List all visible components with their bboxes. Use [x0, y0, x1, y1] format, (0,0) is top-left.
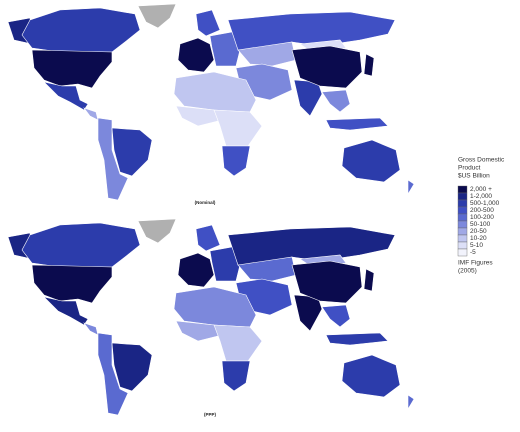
legend-label: 1-2,000 [470, 193, 492, 200]
map-nominal: (Nominal) [7, 3, 415, 205]
country [321, 89, 351, 113]
country [83, 322, 99, 336]
country [213, 324, 263, 362]
map-caption: (Nominal) [195, 200, 216, 205]
map-caption: (PPP) [204, 412, 217, 417]
country [43, 81, 89, 111]
legend-label: 50-100 [470, 221, 491, 228]
country [221, 145, 251, 177]
legend-note: (2005) [458, 268, 477, 275]
legend-label: 200-500 [470, 207, 494, 214]
country [363, 53, 375, 77]
country [363, 268, 375, 292]
legend-swatch [457, 234, 468, 243]
legend-swatch [457, 227, 468, 236]
legend-label: 2,000 + [470, 186, 492, 193]
country [341, 139, 401, 183]
country [21, 222, 141, 268]
legend-swatch [457, 199, 468, 208]
legend-label: 10-20 [470, 235, 487, 242]
legend-swatch [457, 248, 468, 257]
legend-label: -5 [470, 249, 476, 256]
country [21, 7, 141, 53]
legend-label: 20-50 [470, 228, 487, 235]
legend-swatch [457, 213, 468, 222]
country [177, 37, 215, 73]
legend-note: IMF Figures [458, 260, 493, 267]
country [83, 107, 99, 121]
country [177, 252, 215, 288]
country [213, 109, 263, 147]
country [407, 179, 415, 195]
country [407, 394, 415, 410]
legend-swatch [457, 185, 468, 194]
country [43, 296, 89, 326]
map-ppp: (PPP) [7, 218, 415, 417]
legend-label: 500-1,000 [470, 200, 500, 207]
legend-title: Gross Domestic [458, 157, 505, 164]
legend-swatch [457, 206, 468, 215]
country [137, 3, 177, 29]
legend-swatch [457, 192, 468, 201]
legend-swatch [457, 220, 468, 229]
country [321, 304, 351, 328]
country [195, 9, 221, 37]
country [195, 224, 221, 252]
country [221, 360, 251, 392]
country [325, 332, 389, 346]
legend-label: 100-200 [470, 214, 494, 221]
legend-title: Product [458, 165, 481, 172]
country [341, 354, 401, 398]
country [325, 117, 389, 131]
country [137, 218, 177, 244]
legend-label: 5-10 [470, 242, 483, 249]
legend-title: $US Billion [458, 173, 490, 180]
legend-swatch [457, 241, 468, 250]
